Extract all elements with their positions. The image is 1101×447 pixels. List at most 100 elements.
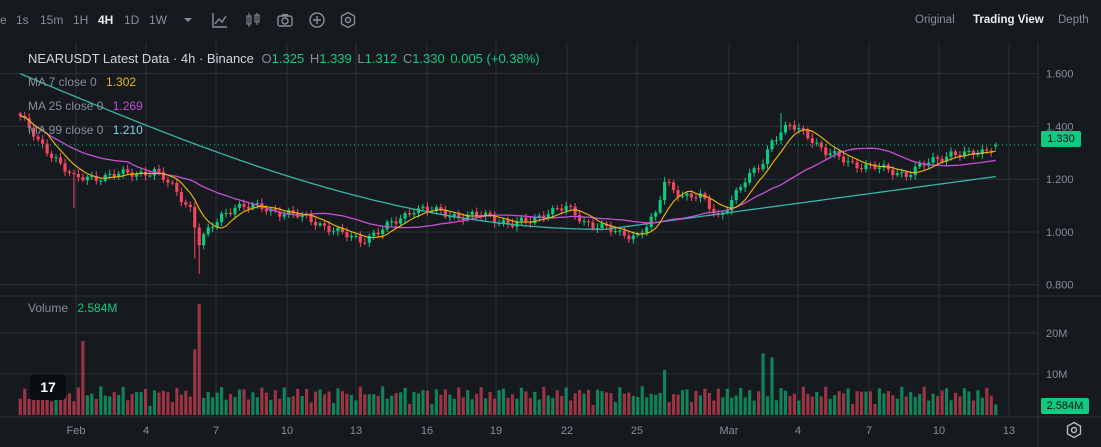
volume-bar <box>41 396 45 415</box>
settings-icon[interactable] <box>339 11 357 29</box>
volume-bar <box>546 395 550 415</box>
candle-body <box>515 221 519 227</box>
candle-style-icon[interactable] <box>244 11 262 29</box>
candle-body <box>331 231 336 233</box>
volume-bar <box>868 391 873 415</box>
candle-body <box>533 217 537 224</box>
volume-bar <box>354 400 358 415</box>
ma99-legend: MA 99 close 0 1.210 <box>28 123 143 137</box>
volume-bar <box>139 392 143 415</box>
timeframe-1s[interactable]: 1s <box>16 13 29 27</box>
timeframe-15m[interactable]: 15m <box>40 13 64 27</box>
volume-bar <box>909 391 913 415</box>
indicator-icon[interactable] <box>211 11 229 29</box>
candle-body <box>220 213 224 223</box>
candle-body <box>434 207 438 211</box>
volume-bar <box>613 402 617 415</box>
ma7-value: 1.302 <box>106 75 137 89</box>
camera-icon[interactable] <box>276 11 294 29</box>
candle-body <box>967 150 971 152</box>
candle-body <box>806 130 810 139</box>
volume-bar <box>560 395 564 415</box>
candle-body <box>41 139 45 144</box>
candle-body <box>591 222 595 229</box>
volume-bar <box>877 388 881 415</box>
volume-bar <box>81 341 85 415</box>
candle-body <box>953 151 958 155</box>
candle-body <box>390 221 394 223</box>
volume-tick-label: 10M <box>1046 369 1067 381</box>
chart-settings-icon[interactable] <box>1065 421 1083 439</box>
candle-body <box>586 221 591 223</box>
volume-bar <box>752 400 756 415</box>
last-volume-tag: 2.584M <box>1041 398 1089 414</box>
volume-bar <box>864 391 868 415</box>
date-tick-label: 10 <box>281 425 293 437</box>
volume-bar <box>488 391 492 415</box>
candle-body <box>394 221 398 224</box>
candle-body <box>345 232 349 238</box>
candle-body <box>627 235 631 240</box>
candle-body <box>224 212 228 214</box>
candle-body <box>828 153 832 156</box>
volume-bar <box>85 395 89 415</box>
open-label: O <box>261 51 272 66</box>
volume-bar <box>67 393 72 415</box>
candle-body <box>381 229 385 235</box>
candle-body <box>689 193 694 198</box>
candle-body <box>32 127 36 137</box>
timeframe-1h[interactable]: 1H <box>73 13 89 27</box>
volume-bar <box>533 391 537 415</box>
volume-bar <box>537 399 541 415</box>
volume-bar <box>765 396 770 415</box>
price-tick-label: 1.000 <box>1046 227 1074 239</box>
timeframe-1w[interactable]: 1W <box>149 13 167 27</box>
volume-bar <box>815 391 819 415</box>
candle-body <box>560 208 564 211</box>
candle-body <box>488 212 492 217</box>
volume-bar <box>143 388 148 415</box>
candle-body <box>358 235 362 243</box>
volume-bar <box>927 400 931 415</box>
timeframe-1d[interactable]: 1D <box>124 13 140 27</box>
volume-bar <box>971 400 975 415</box>
candle-body <box>783 124 788 133</box>
volume-bar <box>936 396 940 415</box>
volume-bar <box>108 396 112 415</box>
volume-bar <box>600 391 604 415</box>
chevron-down-icon[interactable] <box>179 11 197 29</box>
view-original-tab[interactable]: Original <box>915 14 955 26</box>
timeframe-partial[interactable]: e <box>0 13 7 27</box>
volume-bar <box>367 394 371 415</box>
volume-bar <box>788 396 792 415</box>
candle-body <box>278 211 282 217</box>
timeframe-4h[interactable]: 4H <box>98 13 114 27</box>
candle-body <box>748 172 752 183</box>
volume-bar <box>609 393 613 415</box>
ma99-line <box>19 73 996 230</box>
view-depth-tab[interactable]: Depth <box>1058 14 1089 26</box>
candle-body <box>148 175 152 177</box>
candle-body <box>99 180 103 182</box>
candle-body <box>403 213 407 219</box>
volume-bar <box>774 400 779 415</box>
add-icon[interactable] <box>308 11 326 29</box>
candle-body <box>551 208 555 215</box>
volume-bar <box>707 392 711 415</box>
candle-body <box>622 230 626 236</box>
chart-toolbar: e 1s 15m 1H 4H 1D 1W Original Trading Vi… <box>0 0 1101 42</box>
candle-body <box>58 157 63 164</box>
candle-body <box>757 168 761 170</box>
low-value: 1.312 <box>364 51 398 66</box>
candle-body <box>108 173 112 175</box>
volume-bar <box>573 393 577 415</box>
volume-bar <box>792 393 796 415</box>
volume-bar <box>698 395 702 415</box>
volume-bar <box>112 392 116 415</box>
view-tradingview-tab[interactable]: Trading View <box>973 14 1044 26</box>
candle-body <box>421 206 425 209</box>
volume-bar <box>994 404 998 415</box>
ma25-line <box>20 115 996 229</box>
volume-bar <box>833 395 837 415</box>
